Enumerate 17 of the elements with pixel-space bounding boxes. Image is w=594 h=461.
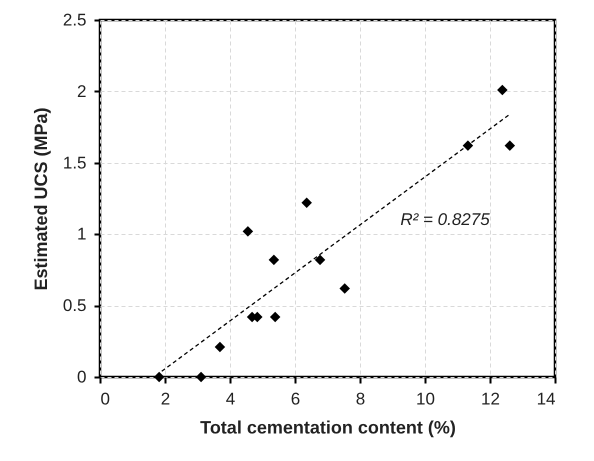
x-tick-label: 12 — [481, 390, 500, 408]
y-tick-label: 1 — [77, 224, 86, 244]
x-tick-label: 6 — [290, 390, 300, 408]
x-tick-label: 14 — [536, 390, 556, 408]
y-tick-label: 0 — [77, 368, 86, 386]
x-tick-label: 10 — [416, 390, 435, 408]
y-tick-label: 2 — [77, 82, 86, 101]
y-tick-label: 2.5 — [62, 10, 86, 30]
x-tick-label: 0 — [100, 390, 110, 408]
y-axis-title: Estimated UCS (MPa) — [30, 107, 51, 291]
y-tick-label: 1.5 — [62, 153, 86, 172]
y-tick-label: 0.5 — [62, 296, 86, 316]
x-tick-label: 2 — [160, 390, 170, 408]
annotation: R² = 0.8275 — [400, 210, 490, 229]
x-tick-label: 8 — [356, 390, 366, 408]
x-axis-title: Total cementation content (%) — [200, 418, 456, 438]
x-tick-label: 4 — [226, 390, 236, 408]
